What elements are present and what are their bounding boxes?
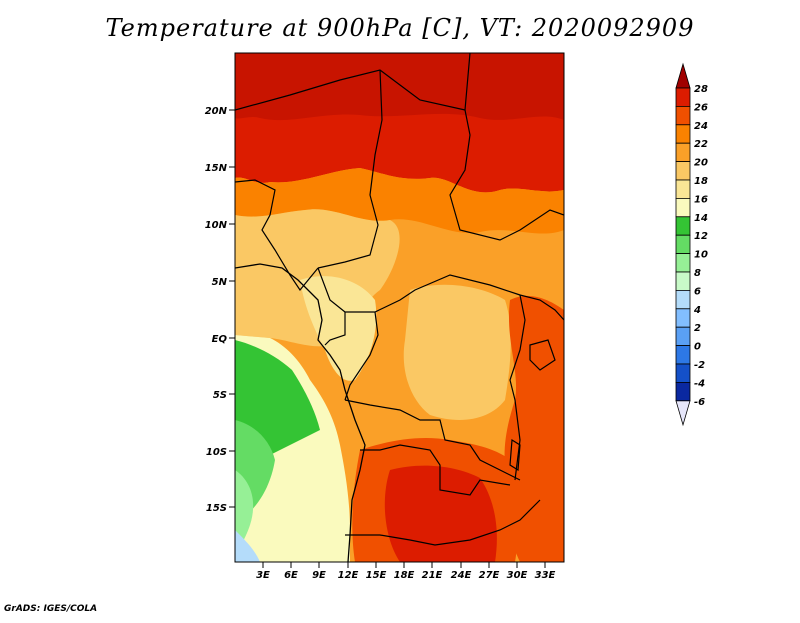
colorbar-bottom-triangle [675, 400, 691, 427]
lat-label: 10N [205, 220, 228, 231]
lon-label: 15E [366, 570, 387, 581]
colorbar-cell [675, 308, 691, 328]
colorbar-cell [675, 253, 691, 273]
border-nigeria [235, 179, 319, 292]
colorbar-cell [675, 216, 691, 236]
lon-label: 21E [422, 570, 443, 581]
lat-label: 15N [205, 163, 228, 174]
colorbar-label: 6 [694, 286, 701, 297]
colorbar-label: 0 [694, 342, 701, 353]
colorbar-cell [675, 142, 691, 162]
field-24 [235, 168, 564, 234]
colorbar-label: 22 [694, 139, 708, 150]
colorbar-label: -2 [694, 360, 705, 371]
border-chad [317, 69, 383, 269]
colorbar-cell [675, 271, 691, 291]
lon-label: 6E [284, 570, 298, 581]
colorbar-cell [675, 381, 691, 402]
lon-label: 9E [312, 570, 326, 581]
coastline [235, 263, 366, 562]
colorbar-label: 26 [694, 102, 708, 113]
lon-label: 30E [507, 570, 528, 581]
border-congo [344, 311, 379, 401]
colorbar-label: 24 [694, 121, 708, 132]
lat-label: 5S [213, 390, 227, 401]
lat-axis: 20N 15N 10N 5N EQ 5S 10S 15S [205, 106, 235, 514]
field-28-core [235, 53, 564, 121]
lon-label: 27E [479, 570, 500, 581]
border-east [509, 294, 526, 481]
colorbar-label: 20 [694, 158, 708, 169]
field-10 [235, 470, 254, 552]
lon-label: 18E [394, 570, 415, 581]
lat-label: 5N [212, 277, 228, 288]
lon-label: 33E [535, 570, 556, 581]
lon-axis: 3E 6E 9E 12E 15E 18E 21E 24E 27E 30E 33E [256, 562, 556, 581]
colorbar-label: 10 [694, 250, 708, 261]
colorbar-label: 4 [693, 305, 701, 316]
colorbar-top-triangle [675, 62, 691, 89]
lon-label: 12E [338, 570, 359, 581]
colorbar-cell [675, 197, 691, 218]
border-namibia [345, 499, 541, 546]
colorbar-cell [675, 234, 691, 254]
colorbar-cell [675, 161, 691, 181]
colorbar-label: 18 [694, 176, 708, 187]
border-zambia [360, 444, 511, 496]
map-frame [234, 52, 565, 563]
colorbar-label: 16 [694, 194, 708, 205]
lon-label: 3E [256, 570, 270, 581]
lat-label: EQ [212, 334, 228, 345]
border-sudan [449, 109, 564, 241]
colorbar-cell [675, 106, 691, 126]
border-angola-north [344, 399, 521, 481]
country-borders [235, 53, 564, 546]
colorbar-cell [675, 124, 691, 144]
lon-label: 24E [451, 570, 472, 581]
colorbar-cell [675, 289, 691, 310]
lake-tanganyika [509, 438, 521, 472]
border-uganda [519, 294, 564, 321]
colorbar-label: -4 [694, 378, 705, 389]
colorbar-cell [675, 326, 691, 347]
temperature-field [235, 53, 564, 562]
colorbar-cell [675, 87, 691, 107]
border-car [317, 267, 521, 313]
colorbar-cell [675, 345, 691, 365]
lat-label: 20N [205, 106, 228, 117]
colorbar-label: 8 [694, 268, 701, 279]
colorbar-label: 28 [694, 84, 708, 95]
colorbar-label: 14 [694, 213, 708, 224]
lat-label: 10S [206, 447, 227, 458]
colorbar-cell [675, 363, 691, 383]
lake-victoria [529, 339, 556, 371]
field-8 [235, 530, 260, 562]
field-28-south [384, 465, 497, 562]
border-north [235, 53, 471, 111]
chart-title: Temperature at 900hPa [C], VT: 202009290… [105, 14, 695, 42]
colorbar-label: 12 [694, 231, 708, 242]
lat-label: 15S [206, 503, 227, 514]
colorbar-cell [675, 179, 691, 199]
colorbar-label: 2 [694, 323, 701, 334]
field-20-east [403, 284, 511, 420]
border-gabon [324, 312, 346, 346]
colorbar-label: -6 [694, 397, 705, 408]
grads-credit: GrADS: IGES/COLA [4, 604, 98, 614]
